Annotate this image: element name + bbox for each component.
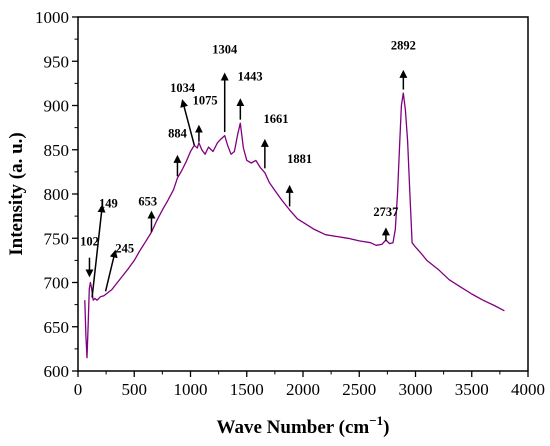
x-axis-title: Wave Number (cm−1) — [217, 413, 390, 438]
peak-arrow — [91, 204, 106, 298]
y-tick-label: 750 — [44, 229, 70, 248]
x-axis-title-main: Wave Number (cm — [217, 417, 370, 438]
y-tick-label: 700 — [44, 274, 70, 293]
peak-label: 2892 — [391, 39, 416, 53]
axis-layer: 0 500 1000 1500 2000 2500 3000 3500 4000 600 650 70… — [35, 8, 545, 399]
spectrum-line — [84, 92, 505, 359]
x-tick-label: 3000 — [399, 380, 433, 399]
y-tick-label: 600 — [44, 362, 70, 381]
y-tick-label: 850 — [44, 141, 70, 160]
y-tick-label: 650 — [44, 318, 70, 337]
peak-label: 2737 — [373, 205, 398, 219]
x-axis-title-close: ) — [383, 417, 389, 438]
x-tick-label: 3500 — [455, 380, 489, 399]
y-axis-title: Intensity (a. u.) — [6, 132, 27, 256]
x-tick-label: 2000 — [286, 380, 320, 399]
spectrum-layer — [84, 92, 505, 359]
peak-label: 884 — [168, 126, 188, 140]
peak-label: 1034 — [170, 81, 196, 95]
x-tick-label: 1000 — [174, 380, 208, 399]
y-tick-label: 800 — [44, 185, 70, 204]
x-axis-title-superscript: −1 — [369, 413, 383, 428]
x-tick-label: 1500 — [230, 380, 264, 399]
y-tick-label: 950 — [44, 52, 70, 71]
x-tick-label: 2500 — [342, 380, 376, 399]
peak-label: 1443 — [238, 70, 263, 84]
y-tick-label: 1000 — [35, 8, 69, 27]
peak-label: 245 — [115, 241, 134, 255]
x-tick-label: 0 — [74, 380, 83, 399]
y-tick-label: 900 — [44, 97, 70, 116]
peak-arrow — [180, 99, 196, 146]
peak-label: 149 — [99, 196, 118, 210]
peak-label: 1661 — [264, 112, 289, 126]
peak-label: 1881 — [287, 152, 312, 166]
peak-label: 653 — [138, 195, 157, 209]
peak-label: 1304 — [212, 42, 238, 56]
peak-label: 1075 — [193, 94, 218, 108]
x-tick-label: 4000 — [511, 380, 545, 399]
peak-arrow — [104, 249, 118, 292]
peak-label: 102 — [80, 234, 99, 248]
x-tick-label: 500 — [122, 380, 148, 399]
